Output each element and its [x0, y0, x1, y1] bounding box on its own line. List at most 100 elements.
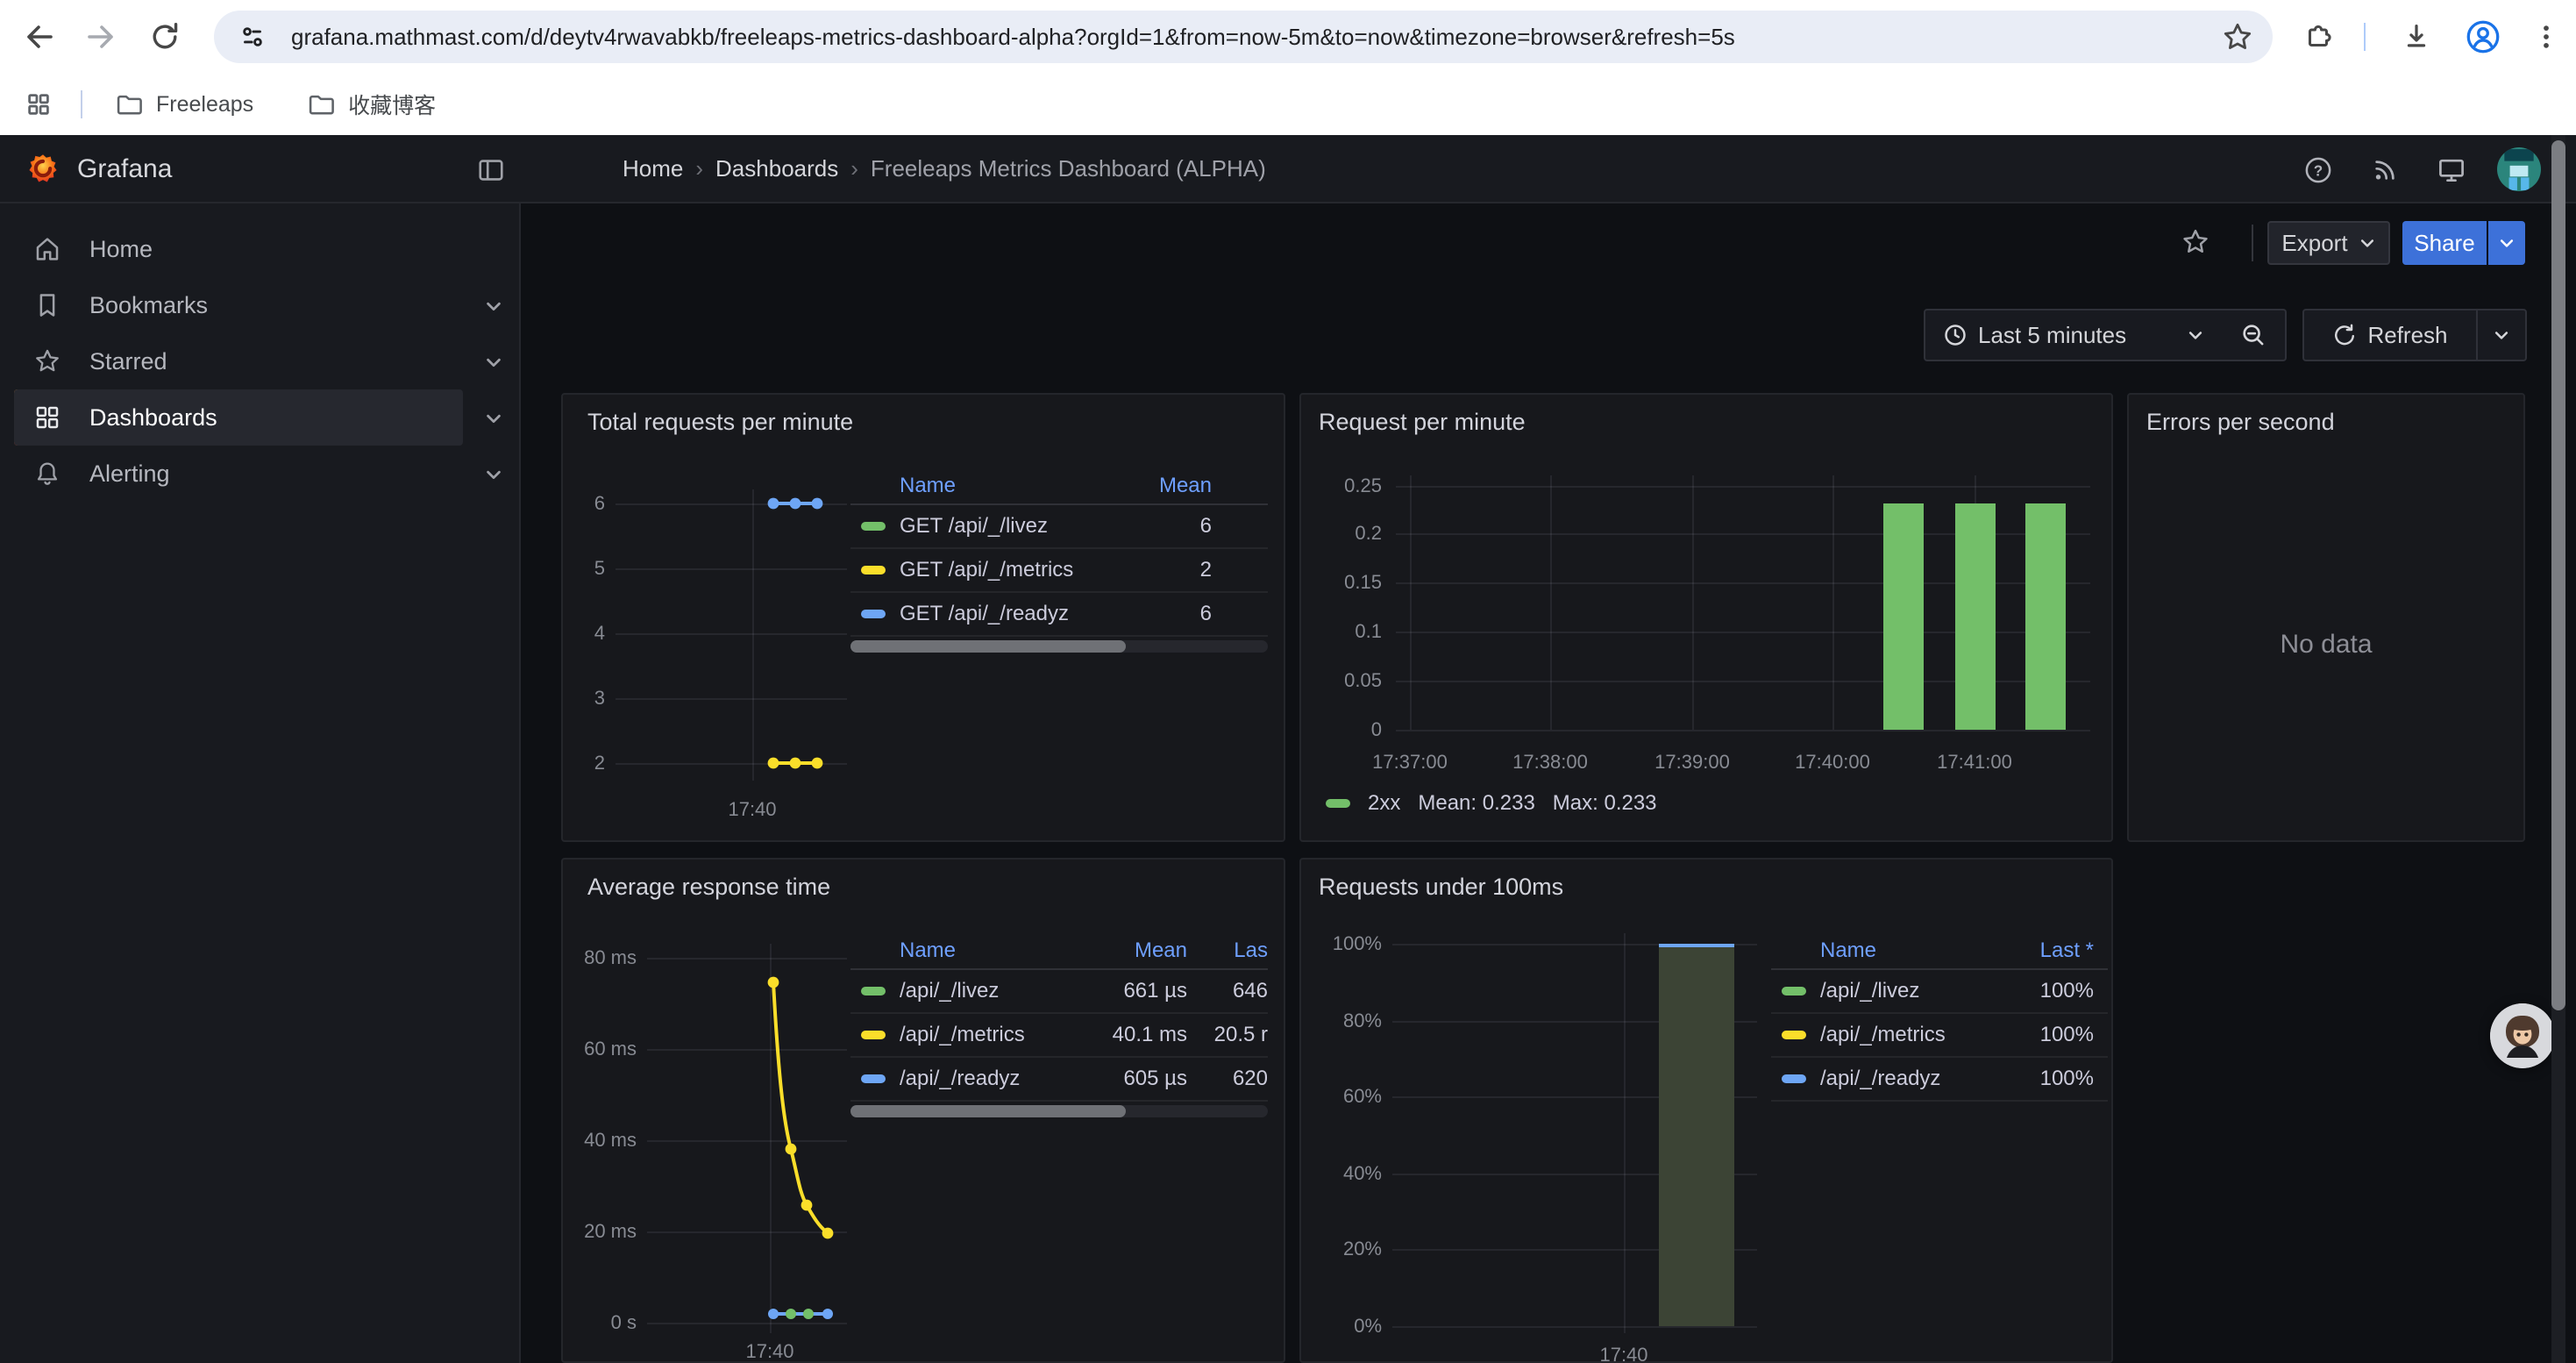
sidebar-item-dashboards[interactable]: Dashboards [14, 389, 463, 446]
apps-grid-icon[interactable] [14, 80, 63, 129]
bookmark-folder-freeleaps[interactable]: Freeleaps [100, 83, 267, 125]
share-button[interactable]: Share [2402, 221, 2487, 265]
user-avatar[interactable] [2497, 147, 2541, 191]
legend-table: Name Last * /api/_/livez 100% /api/_/met… [1771, 933, 2108, 1102]
panel-title[interactable]: Errors per second [2146, 409, 2335, 435]
bookmark-label: 收藏博客 [348, 94, 437, 118]
series-color-pill [1782, 1031, 1806, 1039]
reload-icon[interactable] [140, 12, 189, 61]
browser-menu-icon[interactable] [2522, 12, 2571, 61]
series-name: /api/_/livez [1820, 979, 1920, 1003]
legend-col-mean[interactable]: Mean [1158, 474, 1212, 497]
series-mean: 6 [1199, 514, 1212, 538]
breadcrumb-dashboards[interactable]: Dashboards [715, 154, 839, 182]
news-rss-icon[interactable] [2360, 146, 2409, 195]
time-range-picker[interactable]: Last 5 minutes [1924, 309, 2224, 361]
panel-total-requests: Total requests per minute 6 5 4 3 2 17:4… [561, 393, 1285, 842]
bookmark-star-icon[interactable] [2213, 12, 2262, 61]
url-input[interactable] [291, 23, 2213, 51]
series-color-pill [1326, 799, 1350, 808]
browser-toolbar [0, 0, 2576, 74]
series-name[interactable]: 2xx [1368, 791, 1401, 815]
y-tick: 0 s [610, 1311, 637, 1333]
favorite-star-icon[interactable] [2171, 218, 2220, 267]
share-menu-button[interactable] [2488, 221, 2525, 265]
grafana-logo[interactable] [26, 153, 60, 186]
profile-icon[interactable] [2459, 12, 2508, 61]
brand-name[interactable]: Grafana [77, 154, 173, 183]
series-name: /api/_/metrics [1820, 1023, 1946, 1046]
legend-col-last[interactable]: Last * [2039, 938, 2094, 962]
sidebar-item-alerting[interactable]: Alerting [14, 446, 463, 502]
assistant-avatar[interactable] [2490, 1003, 2555, 1068]
legend-row[interactable]: /api/_/metrics 40.1 ms 20.5 r [850, 1014, 1268, 1058]
sidebar-item-bookmarks[interactable]: Bookmarks [14, 277, 463, 333]
export-button[interactable]: Export [2267, 221, 2390, 265]
legend-col-mean[interactable]: Mean [1134, 938, 1187, 962]
legend-col-name[interactable]: Name [1820, 938, 1877, 962]
bookmark-folder-blogs[interactable]: 收藏博客 [292, 83, 450, 125]
svg-text:?: ? [2314, 162, 2323, 179]
breadcrumb-current: Freeleaps Metrics Dashboard (ALPHA) [870, 154, 1266, 182]
forward-icon[interactable] [77, 12, 126, 61]
legend-col-last[interactable]: Las [1234, 938, 1268, 962]
y-tick: 60% [1342, 1085, 1382, 1107]
panel-title[interactable]: Requests under 100ms [1319, 874, 1564, 900]
y-tick: 0.15 [1344, 571, 1382, 593]
sidebar-item-starred[interactable]: Starred [14, 333, 463, 389]
help-icon[interactable]: ? [2294, 146, 2343, 195]
home-icon [33, 235, 61, 263]
series-mean: 2 [1199, 558, 1212, 582]
legend-col-name[interactable]: Name [900, 474, 957, 497]
legend-scrollbar[interactable] [850, 1105, 1268, 1117]
no-data-message: No data [2280, 630, 2373, 659]
legend-row[interactable]: /api/_/readyz 100% [1771, 1058, 2108, 1102]
y-tick: 0.25 [1344, 475, 1382, 496]
series-color-pill [861, 522, 886, 531]
bookmark-label: Freeleaps [156, 91, 254, 117]
star-icon [33, 347, 61, 375]
legend-row[interactable]: /api/_/livez 661 µs 646 [850, 970, 1268, 1014]
legend-row[interactable]: /api/_/livez 100% [1771, 970, 2108, 1014]
chevron-down-icon [2188, 332, 2202, 339]
panel-title[interactable]: Average response time [587, 874, 831, 900]
zoom-out-button[interactable] [2222, 309, 2287, 361]
back-icon[interactable] [14, 12, 63, 61]
legend-header: Name Mean Las [850, 933, 1268, 970]
panel-title[interactable]: Total requests per minute [587, 409, 854, 435]
refresh-button[interactable]: Refresh [2302, 309, 2478, 361]
legend-scrollbar[interactable] [850, 640, 1268, 653]
chevron-down-icon[interactable] [484, 465, 505, 484]
series-mean: 40.1 ms [1112, 1023, 1187, 1046]
chevron-down-icon[interactable] [484, 296, 505, 316]
dock-sidebar-icon[interactable] [466, 146, 516, 195]
site-controls-icon[interactable] [228, 12, 277, 61]
refresh-interval-button[interactable] [2476, 309, 2527, 361]
series-color-pill [861, 987, 886, 995]
x-tick: 17:37:00 [1372, 751, 1448, 773]
downloads-icon[interactable] [2392, 12, 2441, 61]
sidebar-item-home[interactable]: Home [14, 221, 463, 277]
url-bar[interactable] [214, 11, 2273, 63]
panel-title[interactable]: Request per minute [1319, 409, 1526, 435]
breadcrumb-home[interactable]: Home [623, 154, 684, 182]
legend-row[interactable]: /api/_/metrics 100% [1771, 1014, 2108, 1058]
chevron-down-icon[interactable] [484, 409, 505, 428]
legend-row[interactable]: GET /api/_/readyz 6 [850, 593, 1268, 637]
breadcrumb-separator: › [695, 154, 704, 182]
legend-col-name[interactable]: Name [900, 938, 957, 962]
clock-icon [1945, 325, 1966, 346]
extensions-icon[interactable] [2294, 12, 2343, 61]
legend-row[interactable]: GET /api/_/metrics 2 [850, 549, 1268, 593]
series-last: 100% [2039, 1067, 2094, 1090]
series-name: /api/_/livez [900, 979, 1000, 1003]
x-tick: 17:40 [728, 798, 777, 820]
legend-row[interactable]: GET /api/_/livez 6 [850, 505, 1268, 549]
grafana-header: Grafana Home › Dashboards › Freeleaps Me… [0, 135, 2576, 339]
legend-row[interactable]: /api/_/readyz 605 µs 620 [850, 1058, 1268, 1102]
dashboards-grid-icon [33, 403, 61, 432]
chevron-down-icon[interactable] [484, 353, 505, 372]
series-name: /api/_/readyz [1820, 1067, 1941, 1090]
monitor-icon[interactable] [2427, 146, 2476, 195]
scrollbar-thumb[interactable] [2551, 140, 2565, 1010]
